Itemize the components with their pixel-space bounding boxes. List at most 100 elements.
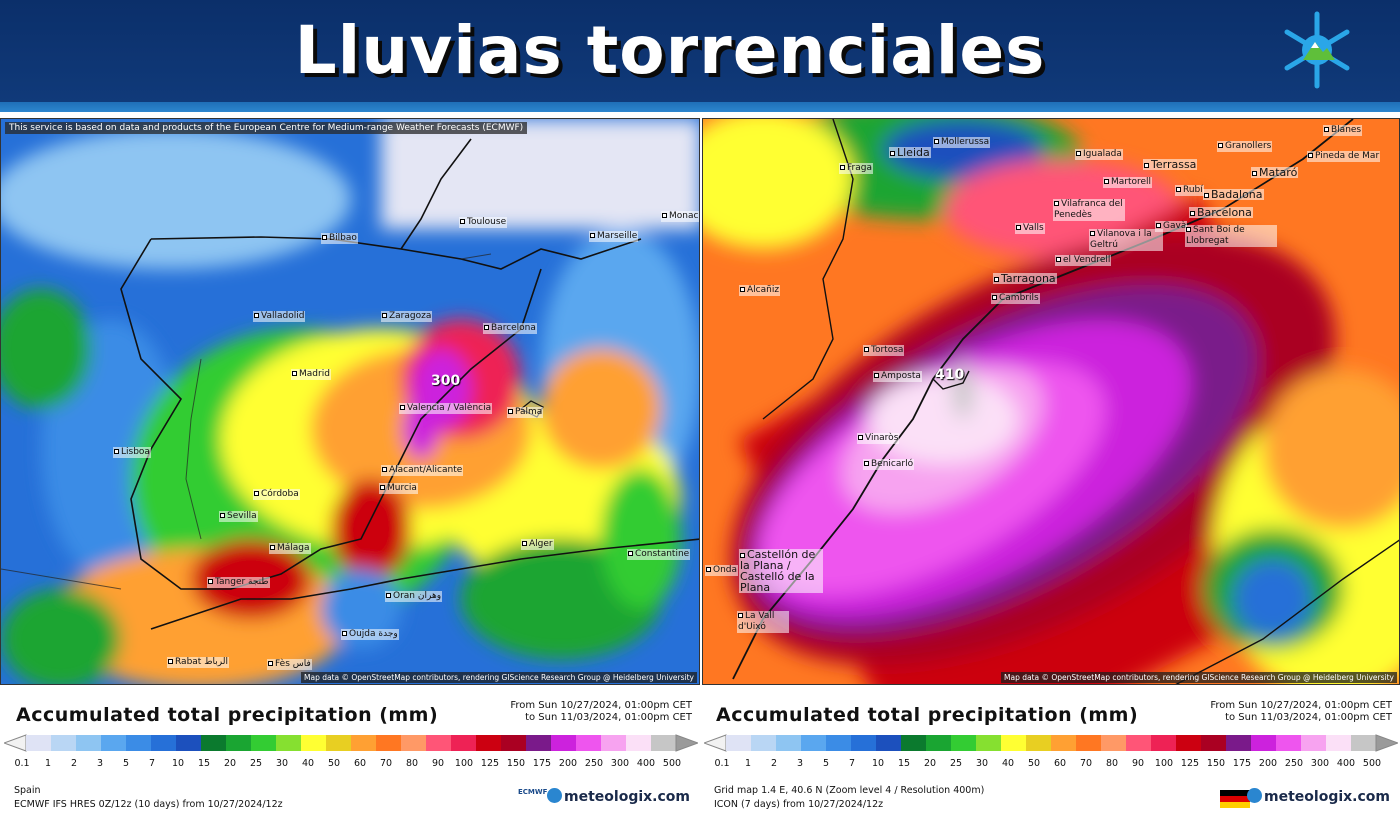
scale-tick-label: 0.1 (714, 758, 730, 769)
scale-tick-label: 500 (662, 758, 682, 769)
city-name: Constantine (635, 549, 690, 559)
city-name: Vinaròs (865, 433, 899, 443)
precipitation-map-catalonia[interactable]: Lleida Mollerussa Fraga Igualada Granoll… (702, 118, 1400, 685)
range-to: to Sun 11/03/2024, 01:00pm CET (525, 712, 692, 723)
scale-swatch (601, 735, 627, 751)
city-name: Monaco (669, 211, 699, 221)
city-dot (342, 631, 347, 636)
city-label: Martorell (1103, 177, 1153, 188)
city-name: Alacant/Alicante (389, 465, 463, 475)
scale-swatch (151, 735, 177, 751)
city-label: Bilbao (321, 233, 358, 244)
city-name: Fraga (847, 163, 872, 173)
scale-arrow-right (675, 734, 698, 752)
city-label: Vilafranca del Penedès (1053, 199, 1125, 221)
scale-swatch (351, 735, 377, 751)
precipitation-map-iberia[interactable]: This service is based on data and produc… (0, 118, 700, 685)
city-label: Córdoba (253, 489, 300, 500)
city-name: Sant Boi de Llobregat (1186, 225, 1245, 246)
city-name: Oran وهران (393, 591, 442, 601)
scale-swatch (1301, 735, 1327, 751)
scale-tick-label: 60 (1053, 758, 1067, 769)
city-label: Mollerussa (933, 137, 991, 148)
city-name: Toulouse (467, 217, 507, 227)
scale-tick-label: 0.1 (14, 758, 30, 769)
scale-swatch (426, 735, 452, 751)
scale-tick-label: 1 (44, 758, 52, 769)
brand-text: meteologix.com (1264, 789, 1390, 805)
brand-text: meteologix.com (564, 789, 690, 805)
city-name: La Vall d'Uixó (738, 611, 775, 632)
city-name: Igualada (1083, 149, 1122, 159)
city-name: Gavà (1163, 221, 1187, 231)
scale-tick-label: 250 (584, 758, 604, 769)
scale-swatch (826, 735, 852, 751)
city-dot (522, 541, 527, 546)
city-name: Vilafranca del Penedès (1054, 199, 1123, 220)
scale-tick-label: 200 (558, 758, 578, 769)
city-name: Oujda وجدة (349, 629, 398, 639)
scale-tick-label: 50 (327, 758, 341, 769)
city-dot (1324, 127, 1329, 132)
city-name: Tarragona (1001, 272, 1056, 285)
scale-swatch (1101, 735, 1127, 751)
scale-swatch (1226, 735, 1252, 751)
scale-tick-label: 300 (1310, 758, 1330, 769)
city-name: Valencia / València (407, 403, 492, 413)
city-label: Fès فاس (267, 659, 312, 670)
range-from: From Sun 10/27/2024, 01:00pm CET (510, 700, 692, 711)
city-name: Blanes (1331, 125, 1362, 135)
city-label: Valladolid (253, 311, 306, 322)
scale-tick-label: 60 (353, 758, 367, 769)
scale-swatch (176, 735, 202, 751)
city-dot (1016, 225, 1021, 230)
scale-tick-label: 30 (275, 758, 289, 769)
scale-swatch (851, 735, 877, 751)
city-dot (662, 213, 667, 218)
meteologix-logo[interactable]: meteologix.com (1247, 788, 1390, 805)
city-dot (590, 233, 595, 238)
grid-label: Grid map 1.4 E, 40.6 N (Zoom level 4 / R… (714, 785, 985, 796)
scale-swatch (401, 735, 427, 751)
city-label: Benicarló (863, 459, 915, 470)
city-dot (858, 435, 863, 440)
scale-swatch (976, 735, 1002, 751)
city-dot (292, 371, 297, 376)
city-dot (268, 661, 273, 666)
meteologix-logo[interactable]: meteologix.com (547, 788, 690, 805)
city-dot (208, 579, 213, 584)
scale-tick-label: 15 (897, 758, 911, 769)
city-label: Murcia (379, 483, 418, 494)
scale-tick-label: 30 (975, 758, 989, 769)
city-dot (1218, 143, 1223, 148)
scale-arrow-left (4, 734, 27, 752)
map-attribution: Map data © OpenStreetMap contributors, r… (301, 672, 697, 683)
city-dot (254, 491, 259, 496)
scale-swatch (376, 735, 402, 751)
city-label: Amposta (873, 371, 922, 382)
legend-title: Accumulated total precipitation (mm) (16, 704, 439, 726)
city-label: Gavà (1155, 221, 1188, 232)
city-dot (1186, 227, 1191, 232)
scale-swatch (576, 735, 602, 751)
city-name: Barcelona (1197, 206, 1252, 219)
city-dot (740, 552, 745, 558)
city-label: Barcelona (483, 323, 537, 334)
city-label: Vilanova i la Geltrú (1089, 229, 1163, 251)
scale-tick-label: 2 (70, 758, 78, 769)
city-dot (1144, 162, 1149, 168)
scale-tick-label: 20 (923, 758, 937, 769)
city-label: Cambrils (991, 293, 1040, 304)
page-title: Lluvias torrenciales (294, 12, 1046, 89)
globe-icon (547, 788, 563, 803)
scale-tick-label: 125 (480, 758, 500, 769)
city-dot (386, 593, 391, 598)
city-name: Martorell (1111, 177, 1152, 187)
city-name: Mataró (1259, 166, 1298, 179)
scale-swatch (626, 735, 652, 751)
city-dot (1054, 201, 1059, 206)
scale-tick-label: 100 (1154, 758, 1174, 769)
globe-icon (1247, 788, 1263, 803)
scale-swatch (476, 735, 502, 751)
city-dot (322, 235, 327, 240)
